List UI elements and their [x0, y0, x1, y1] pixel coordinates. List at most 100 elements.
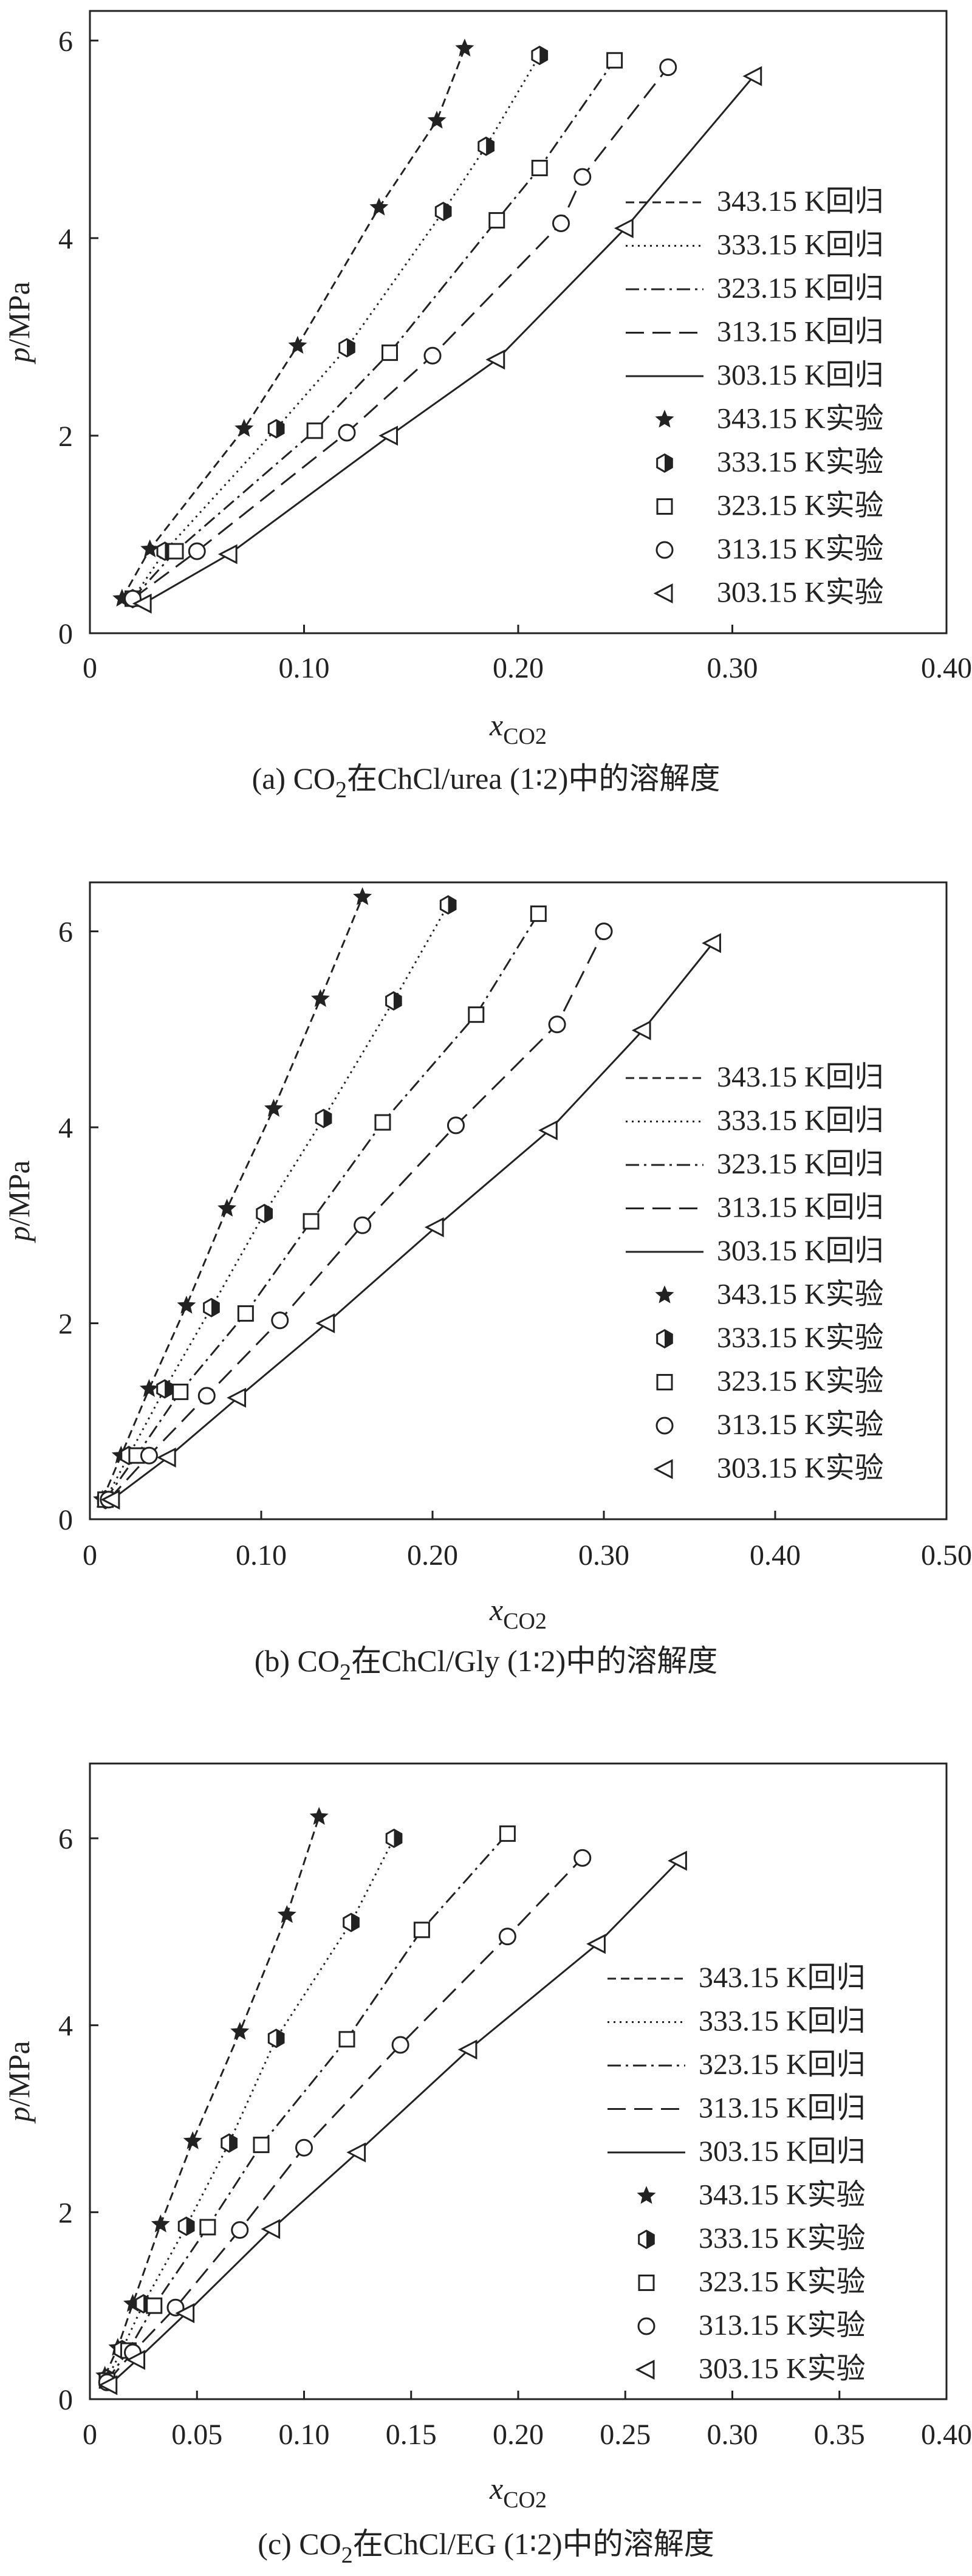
data-point-33315 [385, 1829, 403, 1849]
y-tick-label: 0 [58, 1504, 73, 1536]
x-tick-label: 0.20 [493, 652, 544, 684]
y-tick-label: 6 [58, 1823, 73, 1855]
data-point-34315 [310, 989, 330, 1008]
data-point-30315 [346, 2142, 366, 2163]
data-point-32315 [237, 1305, 254, 1322]
y-tick-label: 2 [58, 2197, 73, 2229]
data-point-32315 [253, 2137, 270, 2154]
data-point-32315 [468, 1006, 485, 1023]
x-tick-label: 0 [83, 2419, 97, 2451]
legend-label: 343.15 K实验 [699, 2179, 866, 2211]
data-point-33315 [531, 46, 549, 66]
data-point-34315 [427, 111, 447, 129]
data-point-33315 [203, 1297, 220, 1317]
data-point-30315 [702, 933, 721, 953]
x-tick-label: 0.20 [493, 2419, 544, 2451]
x-tick-label: 0 [83, 1539, 97, 1571]
legend-label: 333.15 K回归 [717, 229, 884, 261]
data-point-33315 [315, 1108, 332, 1128]
data-point-34315 [369, 197, 389, 216]
legend-marker-sample [655, 1417, 674, 1435]
data-point-34315 [177, 1296, 196, 1314]
data-point-30315 [217, 544, 238, 565]
data-point-30315 [614, 218, 634, 239]
y-tick-label: 6 [58, 26, 73, 58]
x-tick-label: 0.25 [600, 2419, 651, 2451]
legend: 343.15 K回归 333.15 K回归 323.15 K回归 313.15 K回归… [608, 1962, 866, 2385]
data-point-31315 [295, 2138, 313, 2157]
x-tick-label: 0.10 [236, 1539, 287, 1571]
data-point-32315 [413, 1922, 430, 1939]
data-point-34315 [277, 1905, 296, 1923]
legend-label: 303.15 K回归 [717, 359, 884, 391]
x-tick-label: 0.50 [921, 1539, 972, 1571]
data-point-32315 [488, 212, 505, 229]
legend-marker-sample [656, 1329, 673, 1349]
x-tick-label: 0.40 [750, 1539, 801, 1571]
x-tick-label: 0.10 [279, 2419, 330, 2451]
data-point-33315 [434, 201, 452, 221]
data-point-30315 [631, 1020, 651, 1040]
data-point-30315 [315, 1313, 335, 1334]
data-point-30315 [742, 66, 762, 86]
data-point-32315 [531, 159, 548, 176]
legend-marker-sample [656, 453, 673, 473]
x-tick-label: 0.40 [921, 652, 972, 684]
data-point-34315 [230, 2022, 250, 2040]
data-point-31315 [197, 1387, 216, 1405]
fit-line-32315 [106, 1833, 508, 2382]
y-axis-title: p/MPa [2, 281, 36, 364]
legend-marker-sample [653, 1459, 673, 1479]
legend-marker-sample [635, 2360, 655, 2380]
data-point-30315 [457, 2039, 477, 2060]
fit-line-31315 [106, 1857, 583, 2383]
data-point-31315 [573, 1849, 592, 1867]
data-point-30315 [98, 2375, 118, 2396]
data-point-33315 [221, 2133, 238, 2153]
legend-label: 313.15 K回归 [699, 2092, 866, 2124]
data-point-32315 [172, 1383, 189, 1400]
data-point-34315 [309, 1807, 329, 1825]
legend-label: 323.15 K回归 [717, 1148, 884, 1180]
legend-marker-sample [637, 2186, 656, 2204]
x-tick-label: 0.05 [171, 2419, 222, 2451]
data-point-33315 [267, 419, 285, 439]
y-tick-label: 4 [58, 1112, 73, 1144]
legend-marker-sample [656, 498, 673, 515]
data-point-31315 [140, 1446, 158, 1465]
legend-label: 333.15 K实验 [717, 1322, 884, 1354]
panel-a: 0 0.10 0.20 0.30 0.40 0 2 4 6 p/MPa xCO2 343.15 K回归… [2, 10, 972, 803]
data-point-32315 [306, 422, 323, 439]
x-tick-label: 0.15 [386, 2419, 437, 2451]
legend-label: 313.15 K实验 [717, 533, 884, 565]
fit-line-32315 [104, 913, 539, 1500]
data-point-30315 [378, 425, 398, 446]
y-tick-label: 2 [58, 1308, 73, 1341]
data-point-30315 [485, 349, 505, 370]
legend-label: 303.15 K实验 [717, 1452, 884, 1485]
plot-frame [89, 881, 948, 1520]
fit-line-30315 [111, 943, 714, 1500]
x-tick-label: 0.30 [707, 2419, 758, 2451]
data-point-31315 [423, 346, 442, 365]
legend: 343.15 K回归 333.15 K回归 323.15 K回归 313.15 K回归… [626, 185, 884, 609]
data-point-33315 [156, 1379, 173, 1399]
data-point-31315 [659, 58, 677, 77]
x-tick-label: 0.35 [814, 2419, 865, 2451]
data-point-34315 [234, 419, 254, 437]
data-point-31315 [548, 1015, 566, 1034]
data-point-30315 [668, 1850, 687, 1871]
legend-label: 343.15 K实验 [717, 1279, 884, 1311]
legend-label: 333.15 K实验 [699, 2222, 866, 2255]
data-point-32315 [199, 2219, 216, 2236]
legend-marker-sample [656, 1374, 673, 1390]
data-point-32315 [530, 905, 547, 922]
data-point-31315 [595, 922, 613, 941]
y-tick-label: 6 [58, 916, 73, 949]
data-point-34315 [151, 2214, 170, 2233]
data-point-34315 [353, 887, 372, 905]
data-point-32315 [167, 543, 184, 560]
y-tick-label: 4 [58, 2010, 73, 2042]
legend-label: 343.15 K回归 [717, 1061, 884, 1093]
legend-label: 313.15 K实验 [699, 2309, 866, 2341]
